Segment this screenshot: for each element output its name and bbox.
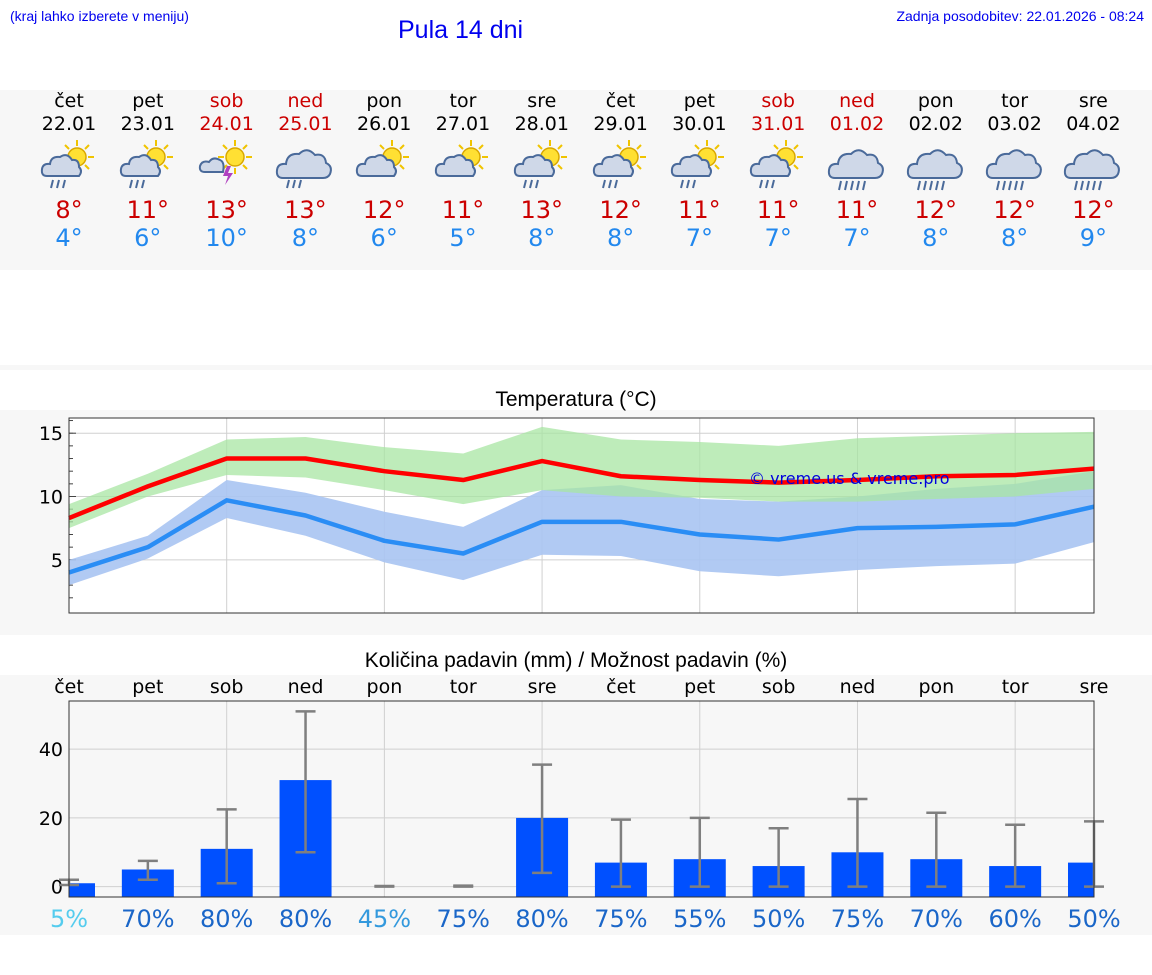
day-column: pon 02.02 12° 8° [897, 90, 975, 252]
max-temperature: 13° [284, 196, 327, 224]
min-temperature: 5° [449, 224, 477, 252]
sun-cloud-rain-icon [748, 138, 808, 194]
sun-cloud-icon [433, 138, 493, 194]
max-temperature: 8° [55, 196, 83, 224]
forecast-band [0, 90, 1152, 270]
min-temperature: 10° [205, 224, 248, 252]
precip-panel [0, 675, 1152, 935]
day-date: 04.02 [1066, 113, 1121, 135]
min-temperature: 7° [843, 224, 871, 252]
max-temperature: 12° [1072, 196, 1115, 224]
day-column: tor 27.01 11° 5° [424, 90, 502, 252]
min-temperature: 6° [370, 224, 398, 252]
cloud-heavy-rain-icon [906, 138, 966, 194]
location-hint: (kraj lahko izberete v meniju) [10, 8, 189, 24]
day-date: 30.01 [672, 113, 727, 135]
day-column: čet 29.01 12° 8° [582, 90, 660, 252]
sun-cloud-icon [354, 138, 414, 194]
day-column: ned 25.01 13° 8° [266, 90, 344, 252]
max-temperature: 12° [362, 196, 406, 224]
day-name: ned [839, 90, 875, 112]
cloud-rain-icon [275, 138, 335, 194]
day-name: sob [761, 90, 795, 112]
day-date: 02.02 [908, 113, 963, 135]
day-date: 28.01 [514, 113, 569, 135]
max-temperature: 13° [520, 196, 564, 224]
max-temperature: 11° [126, 196, 170, 224]
day-name: sre [1078, 90, 1108, 112]
min-temperature: 4° [55, 224, 83, 252]
day-date: 22.01 [41, 113, 97, 135]
day-column: tor 03.02 12° 8° [976, 90, 1054, 252]
day-column: pet 23.01 11° 6° [109, 90, 187, 252]
day-date: 03.02 [987, 113, 1042, 135]
day-date: 01.02 [829, 113, 885, 135]
max-temperature: 12° [993, 196, 1036, 224]
min-temperature: 7° [685, 224, 714, 252]
sun-cloud-rain-icon [669, 138, 729, 194]
sun-cloud-rain-icon [118, 138, 178, 194]
day-date: 27.01 [435, 113, 491, 135]
precip-chart-title: Količina padavin (mm) / Možnost padavin … [364, 649, 788, 672]
min-temperature: 8° [606, 224, 635, 252]
day-date: 29.01 [593, 113, 648, 135]
day-name: tor [1001, 90, 1029, 112]
sun-thunderstorm-icon [197, 138, 257, 194]
day-column: sob 31.01 11° 7° [739, 90, 817, 252]
max-temperature: 11° [756, 196, 800, 224]
day-date: 23.01 [120, 113, 175, 135]
temperature-panel [0, 410, 1152, 635]
day-column: sob 24.01 13° 10° [188, 90, 266, 252]
day-name: ned [287, 90, 324, 112]
min-temperature: 8° [528, 224, 556, 252]
min-temperature: 9° [1079, 224, 1108, 252]
min-temperature: 6° [134, 224, 162, 252]
day-column: čet 22.01 8° 4° [30, 90, 108, 252]
day-date: 24.01 [199, 113, 254, 135]
temperature-chart-title: Temperatura (°C) [495, 388, 657, 411]
day-name: pet [683, 90, 715, 112]
day-name: čet [605, 90, 636, 112]
day-name: sob [209, 90, 244, 112]
day-column: pon 26.01 12° 6° [345, 90, 423, 252]
day-column: sre 28.01 13° 8° [503, 90, 581, 252]
min-temperature: 8° [922, 224, 950, 252]
max-temperature: 11° [441, 196, 485, 224]
day-name: tor [449, 90, 477, 112]
max-temperature: 11° [678, 196, 721, 224]
day-column: sre 04.02 12° 9° [1054, 90, 1132, 252]
min-temperature: 7° [764, 224, 792, 252]
sun-cloud-rain-icon [591, 138, 651, 194]
max-temperature: 12° [914, 196, 958, 224]
page-title: Pula 14 dni [398, 16, 524, 44]
day-name: pet [132, 90, 164, 112]
day-name: pon [917, 90, 954, 112]
max-temperature: 12° [599, 196, 642, 224]
day-date: 26.01 [356, 113, 412, 135]
sun-cloud-rain-icon [39, 138, 99, 194]
day-name: čet [54, 90, 84, 112]
divider [0, 365, 1152, 370]
day-date: 31.01 [750, 113, 806, 135]
min-temperature: 8° [1000, 224, 1029, 252]
day-name: pon [366, 90, 403, 112]
day-name: sre [527, 90, 557, 112]
cloud-heavy-rain-icon [1063, 138, 1123, 194]
day-date: 25.01 [278, 113, 333, 135]
max-temperature: 11° [835, 196, 879, 224]
last-updated: Zadnja posodobitev: 22.01.2026 - 08:24 [896, 8, 1144, 24]
min-temperature: 8° [291, 224, 320, 252]
cloud-heavy-rain-icon [827, 138, 887, 194]
day-column: pet 30.01 11° 7° [660, 90, 738, 252]
max-temperature: 13° [205, 196, 248, 224]
sun-cloud-rain-icon [512, 138, 572, 194]
cloud-heavy-rain-icon [985, 138, 1045, 194]
day-column: ned 01.02 11° 7° [818, 90, 896, 252]
